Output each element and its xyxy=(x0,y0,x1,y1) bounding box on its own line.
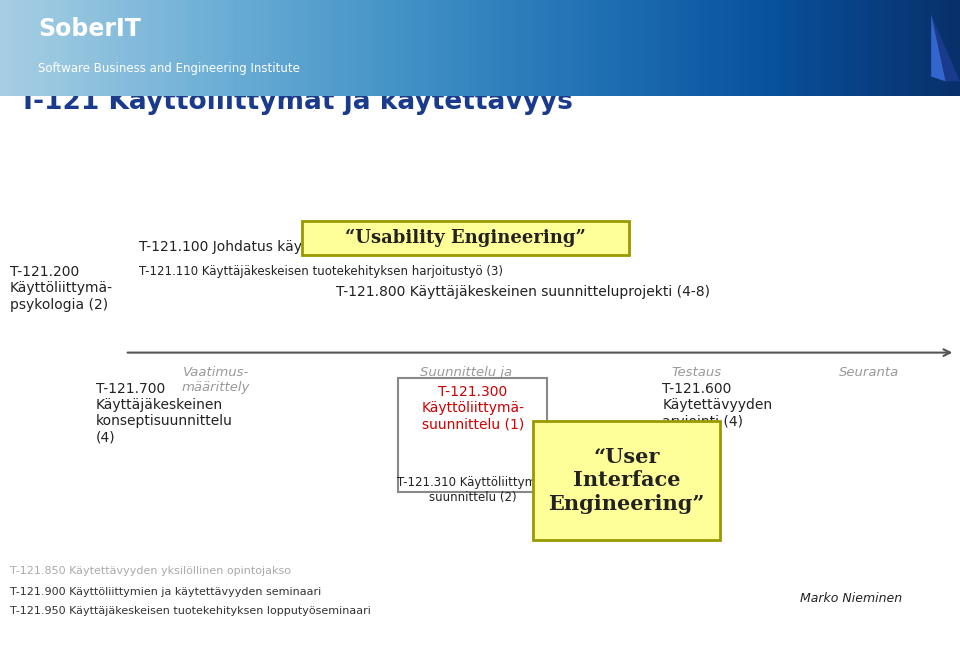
Text: Marko Nieminen: Marko Nieminen xyxy=(801,592,902,605)
Text: “User
Interface
Engineering”: “User Interface Engineering” xyxy=(548,447,705,514)
Bar xyxy=(533,421,720,540)
Text: T-121.100 Johdatus käyttäjäkeskeiseen suunnittelykseen (1): T-121.100 Johdatus käyttäjäkeskeiseen su… xyxy=(139,240,558,254)
Polygon shape xyxy=(931,14,960,82)
Text: T-121 Käyttöliittymät ja käytettävyys: T-121 Käyttöliittymät ja käytettävyys xyxy=(19,89,573,115)
Text: SoberIT: SoberIT xyxy=(38,17,141,41)
Text: T-121.600
Käytettävyyden
arviointi (4): T-121.600 Käytettävyyden arviointi (4) xyxy=(662,382,773,428)
Text: Software Business and Engineering Institute: Software Business and Engineering Instit… xyxy=(38,63,300,76)
Text: T-121.110 Käyttäjäkeskeisen tuotekehityksen harjoitustyö (3): T-121.110 Käyttäjäkeskeisen tuotekehityk… xyxy=(139,265,503,278)
Text: “Usability Engineering”: “Usability Engineering” xyxy=(346,229,586,247)
Bar xyxy=(398,378,547,492)
Text: Vaatimus-
määrittely: Vaatimus- määrittely xyxy=(181,366,251,393)
Text: T-121.310 Käyttöliittymä-
suunnittelu (2): T-121.310 Käyttöliittymä- suunnittelu (2… xyxy=(397,476,548,503)
Text: T-121.950 Käyttäjäkeskeisen tuotekehityksen lopputyöseminaari: T-121.950 Käyttäjäkeskeisen tuotekehityk… xyxy=(10,606,371,617)
Polygon shape xyxy=(931,14,946,82)
Text: Suunnittelu ja
Toteutus: Suunnittelu ja Toteutus xyxy=(420,366,512,393)
Text: T-121.800 Käyttäjäkeskeinen suunnitteluprojekti (4-8): T-121.800 Käyttäjäkeskeinen suunnittelup… xyxy=(336,285,710,300)
Text: T-121.700
Käyttäjäkeskeinen
konseptisuunnittelu
(4): T-121.700 Käyttäjäkeskeinen konseptisuun… xyxy=(96,382,233,444)
Text: T-121.300
Käyttöliittymä-
suunnittelu (1): T-121.300 Käyttöliittymä- suunnittelu (1… xyxy=(421,385,524,432)
Text: Testaus: Testaus xyxy=(671,366,721,378)
Text: Seuranta: Seuranta xyxy=(839,366,899,378)
Text: T-121.900 Käyttöliittymien ja käytettävyyden seminaari: T-121.900 Käyttöliittymien ja käytettävy… xyxy=(10,587,321,597)
Bar xyxy=(302,221,629,255)
Text: T-121.850 Käytettävyyden yksilöllinen opintojakso: T-121.850 Käytettävyyden yksilöllinen op… xyxy=(10,565,291,576)
Text: T-121.200
Käyttöliittymä-
psykologia (2): T-121.200 Käyttöliittymä- psykologia (2) xyxy=(10,265,112,312)
